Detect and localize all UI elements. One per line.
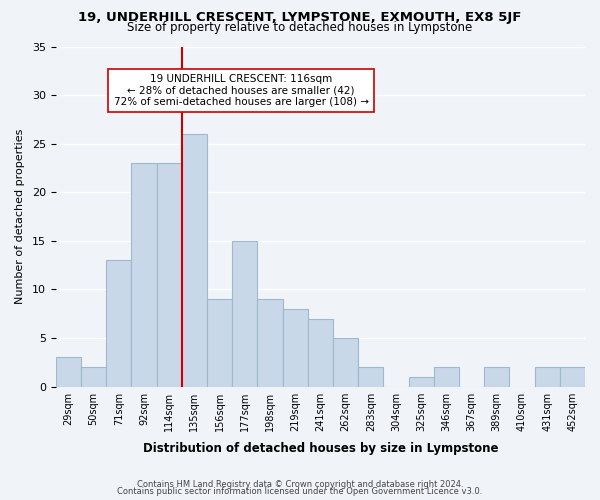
Bar <box>358 367 383 386</box>
Bar <box>484 367 509 386</box>
Y-axis label: Number of detached properties: Number of detached properties <box>15 129 25 304</box>
Bar <box>535 367 560 386</box>
Bar <box>182 134 207 386</box>
Bar <box>207 299 232 386</box>
Bar <box>434 367 459 386</box>
Text: Contains public sector information licensed under the Open Government Licence v3: Contains public sector information licen… <box>118 487 482 496</box>
Bar <box>560 367 585 386</box>
Text: Contains HM Land Registry data © Crown copyright and database right 2024.: Contains HM Land Registry data © Crown c… <box>137 480 463 489</box>
Text: 19 UNDERHILL CRESCENT: 116sqm
← 28% of detached houses are smaller (42)
72% of s: 19 UNDERHILL CRESCENT: 116sqm ← 28% of d… <box>113 74 368 107</box>
Bar <box>56 358 81 386</box>
Bar <box>409 377 434 386</box>
Bar <box>81 367 106 386</box>
Text: Size of property relative to detached houses in Lympstone: Size of property relative to detached ho… <box>127 22 473 35</box>
Bar <box>308 318 333 386</box>
Bar <box>131 163 157 386</box>
Bar <box>232 241 257 386</box>
Bar <box>257 299 283 386</box>
X-axis label: Distribution of detached houses by size in Lympstone: Distribution of detached houses by size … <box>143 442 498 455</box>
Bar <box>106 260 131 386</box>
Bar <box>157 163 182 386</box>
Bar <box>333 338 358 386</box>
Text: 19, UNDERHILL CRESCENT, LYMPSTONE, EXMOUTH, EX8 5JF: 19, UNDERHILL CRESCENT, LYMPSTONE, EXMOU… <box>79 12 521 24</box>
Bar <box>283 309 308 386</box>
